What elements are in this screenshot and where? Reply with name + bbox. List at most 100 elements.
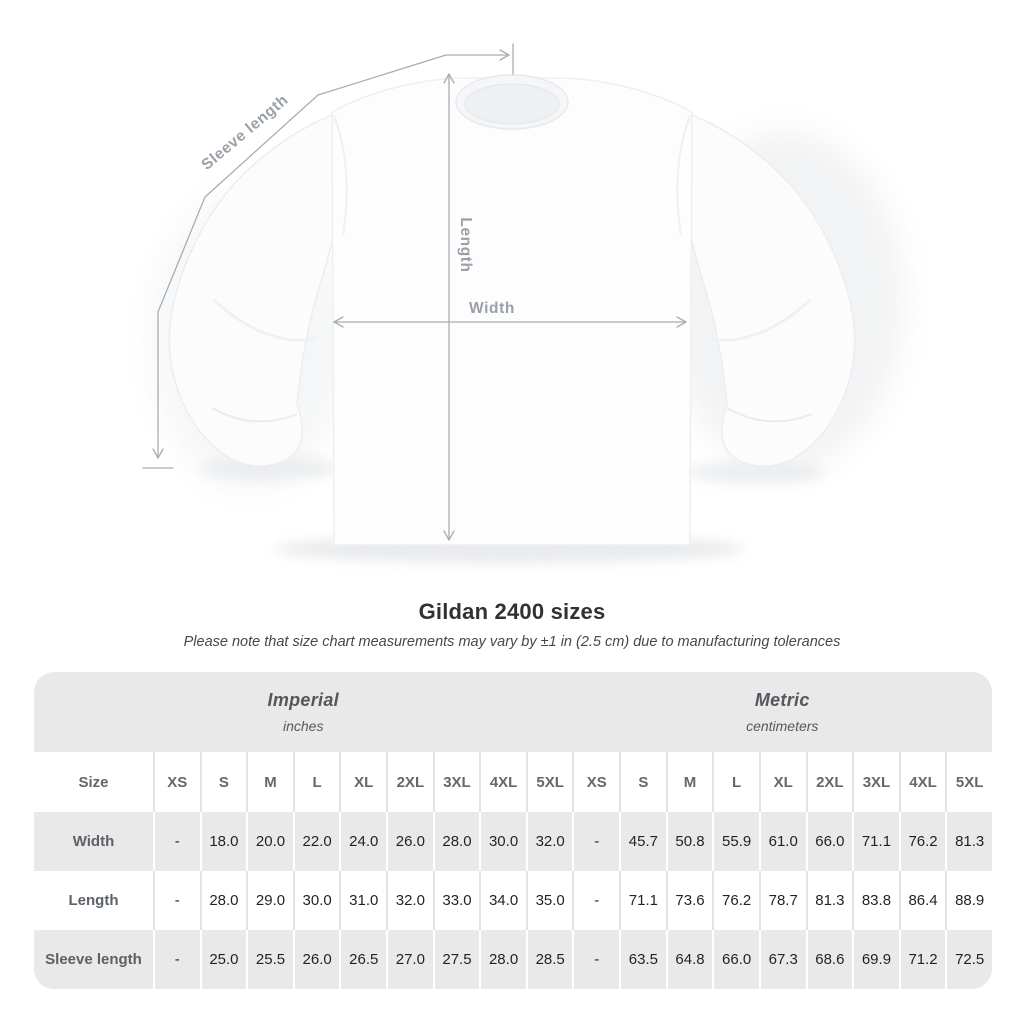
size-header-cell: XS bbox=[572, 752, 620, 812]
value-cell: 27.5 bbox=[432, 930, 480, 989]
size-table: Imperial inches Metric centimeters Size XS S M L… bbox=[34, 672, 992, 989]
right-sleeve bbox=[683, 110, 856, 467]
value-cell: 61.0 bbox=[758, 812, 806, 871]
table-row: Width -18.0 20.0 22.0 24.0 26.0 28.0 30.0 32.0-4… bbox=[34, 812, 992, 871]
value-cell: 22.0 bbox=[292, 812, 340, 871]
value-cell: 27.0 bbox=[386, 930, 433, 989]
row-label: Sleeve length bbox=[34, 930, 153, 989]
value-cell: - bbox=[572, 812, 620, 871]
size-header-cell: 3XL bbox=[852, 752, 899, 812]
value-cell: 30.0 bbox=[292, 871, 340, 930]
table-row: Length -28.0 29.0 30.0 31.0 32.0 33.0 34.0 35.0-… bbox=[34, 871, 992, 930]
value-cell: 20.0 bbox=[246, 812, 293, 871]
value-cell: 32.0 bbox=[386, 871, 433, 930]
value-cell: 33.0 bbox=[432, 871, 480, 930]
value-cell: - bbox=[572, 930, 620, 989]
unit-group-name: Metric bbox=[754, 690, 810, 710]
value-cell: 76.2 bbox=[712, 871, 759, 930]
size-header-cell: 2XL bbox=[386, 752, 433, 812]
unit-group-row: Imperial inches Metric centimeters bbox=[34, 672, 992, 752]
value-cell: 73.6 bbox=[665, 871, 713, 930]
size-header-cell: S bbox=[199, 752, 247, 812]
arrowhead-left-icon bbox=[333, 316, 344, 328]
value-cell: 86.4 bbox=[898, 871, 946, 930]
size-header-row: Size XS S M L XL 2XL 3XL 4XL 5XL XS S M L XL 2XL 3XL 4XL 5… bbox=[34, 752, 992, 812]
value-cell: 31.0 bbox=[339, 871, 387, 930]
arrowhead-down-icon bbox=[152, 448, 164, 459]
value-cell: 35.0 bbox=[525, 871, 573, 930]
value-cell: 71.1 bbox=[852, 812, 899, 871]
value-cell: - bbox=[153, 871, 200, 930]
value-cell: 29.0 bbox=[246, 871, 293, 930]
value-cell: 28.0 bbox=[432, 812, 480, 871]
arrowhead-right-icon bbox=[676, 316, 687, 328]
value-cell: 32.0 bbox=[525, 812, 573, 871]
value-cell: 28.5 bbox=[525, 930, 573, 989]
row-label: Length bbox=[34, 871, 153, 930]
sleeve-length-line bbox=[157, 54, 510, 459]
table-row: Sleeve length -25.0 25.5 26.0 26.5 27.0 27.5 28… bbox=[34, 930, 992, 989]
arrowhead-up-icon bbox=[443, 73, 455, 84]
shirt-diagram-svg: Sleeve length Length Width bbox=[142, 43, 905, 563]
page-subtitle: Please note that size chart measurements… bbox=[183, 634, 841, 650]
value-cell: 18.0 bbox=[199, 812, 247, 871]
value-cell: 26.0 bbox=[292, 930, 340, 989]
value-cell: 63.5 bbox=[619, 930, 666, 989]
size-header-cell: XL bbox=[339, 752, 387, 812]
size-header-cell: 4XL bbox=[898, 752, 946, 812]
arrowhead-down-icon bbox=[443, 530, 455, 541]
value-cell: 50.8 bbox=[665, 812, 713, 871]
value-cell: 30.0 bbox=[479, 812, 526, 871]
unit-group-unit: centimeters bbox=[746, 718, 819, 734]
size-header-cell: 3XL bbox=[432, 752, 480, 812]
left-sleeve bbox=[168, 110, 341, 467]
value-cell: 66.0 bbox=[805, 812, 853, 871]
value-cell: 81.3 bbox=[945, 812, 992, 871]
product-diagram: Sleeve length Length Width bbox=[142, 43, 905, 563]
row-label: Width bbox=[34, 812, 153, 871]
unit-group-name: Imperial bbox=[267, 690, 339, 710]
value-cell: 72.5 bbox=[945, 930, 992, 989]
value-cell: 78.7 bbox=[758, 871, 806, 930]
value-cell: 24.0 bbox=[339, 812, 387, 871]
shirt-body bbox=[331, 77, 693, 546]
size-header-cell: L bbox=[292, 752, 340, 812]
value-cell: 26.0 bbox=[386, 812, 433, 871]
size-header-cell: 5XL bbox=[525, 752, 573, 812]
size-header-cell: S bbox=[619, 752, 666, 812]
size-header-cell: XL bbox=[758, 752, 806, 812]
size-header-cell: L bbox=[712, 752, 759, 812]
size-header-cell: 5XL bbox=[945, 752, 992, 812]
value-cell: 45.7 bbox=[619, 812, 666, 871]
value-cell: 83.8 bbox=[852, 871, 899, 930]
value-cell: 28.0 bbox=[479, 930, 526, 989]
value-cell: 76.2 bbox=[898, 812, 946, 871]
value-cell: 25.0 bbox=[199, 930, 247, 989]
arrowhead-right-icon bbox=[499, 49, 510, 61]
value-cell: 34.0 bbox=[479, 871, 526, 930]
unit-group-header: Imperial inches bbox=[34, 672, 573, 752]
size-table-wrap: Imperial inches Metric centimeters Size XS S M L… bbox=[34, 672, 992, 989]
shirt-illustration bbox=[150, 74, 905, 563]
value-cell: 69.9 bbox=[852, 930, 899, 989]
value-cell: 25.5 bbox=[246, 930, 293, 989]
value-cell: - bbox=[572, 871, 620, 930]
value-cell: 81.3 bbox=[805, 871, 853, 930]
value-cell: 26.5 bbox=[339, 930, 387, 989]
value-cell: - bbox=[153, 930, 200, 989]
size-header-cell: M bbox=[665, 752, 713, 812]
value-cell: 28.0 bbox=[199, 871, 247, 930]
value-cell: 71.2 bbox=[898, 930, 946, 989]
size-header-cell: 2XL bbox=[805, 752, 853, 812]
unit-group-unit: inches bbox=[283, 718, 324, 734]
value-cell: 88.9 bbox=[945, 871, 992, 930]
page-title: Gildan 2400 sizes bbox=[418, 599, 606, 624]
size-column-header: Size bbox=[34, 752, 153, 812]
value-cell: 67.3 bbox=[758, 930, 806, 989]
width-label: Width bbox=[469, 300, 515, 317]
value-cell: 64.8 bbox=[665, 930, 713, 989]
measurement-lines bbox=[142, 43, 687, 541]
size-header-cell: M bbox=[246, 752, 293, 812]
size-header-cell: 4XL bbox=[479, 752, 526, 812]
